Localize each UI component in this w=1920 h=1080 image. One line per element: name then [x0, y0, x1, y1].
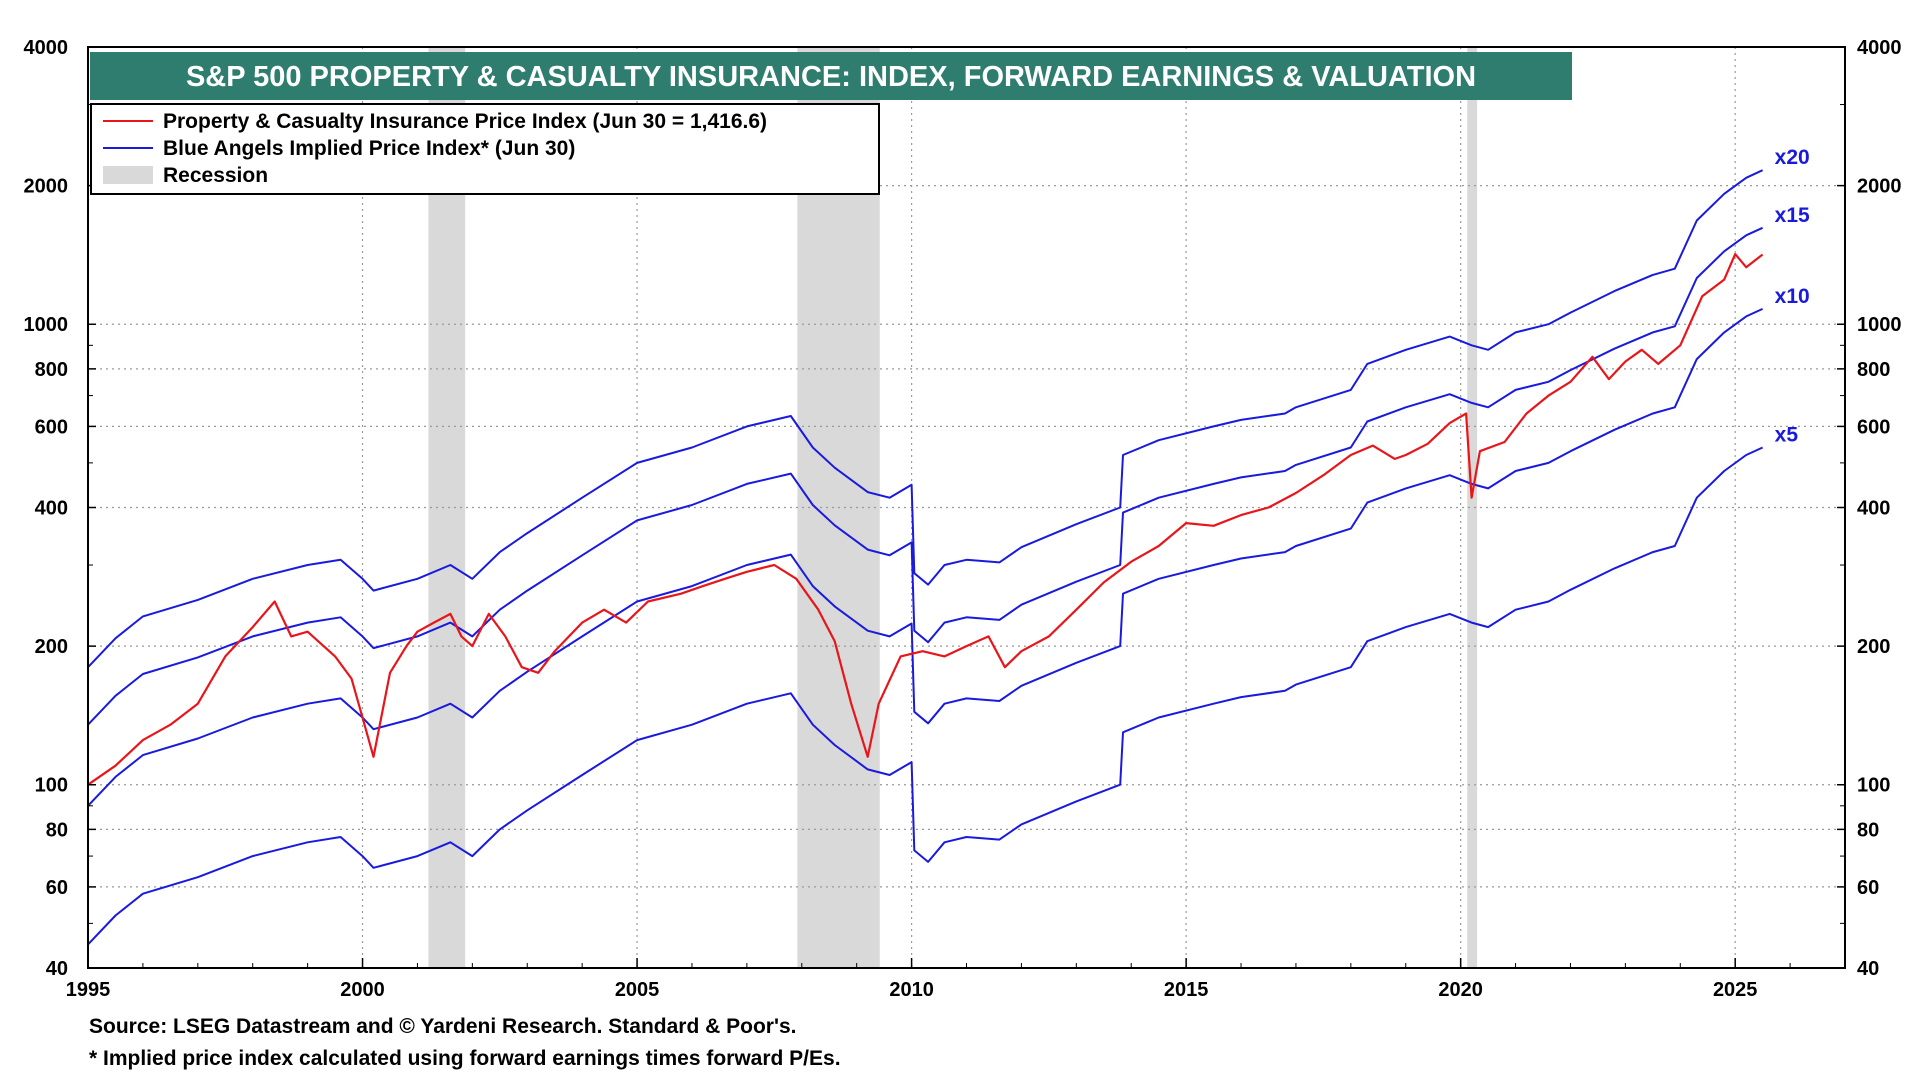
y-tick-label-left: 1000	[24, 314, 69, 336]
legend-label: Blue Angels Implied Price Index* (Jun 30…	[163, 137, 575, 160]
y-tick-label-right: 40	[1857, 958, 1879, 980]
x-tick-label: 2005	[615, 979, 660, 1001]
implied-note: * Implied price index calculated using f…	[89, 1047, 841, 1070]
series-line-x5	[87, 446, 1764, 946]
y-tick-label-right: 800	[1857, 359, 1890, 381]
legend: Property & Casualty Insurance Price Inde…	[90, 103, 880, 195]
y-tick-label-right: 600	[1857, 416, 1890, 438]
y-tick-label-right: 60	[1857, 877, 1879, 899]
x-tick-label: 1995	[66, 979, 111, 1001]
y-tick-label-left: 80	[46, 819, 68, 841]
y-tick-label-right: 80	[1857, 819, 1879, 841]
y-tick-label-right: 200	[1857, 636, 1890, 658]
x-tick-label: 2000	[340, 979, 385, 1001]
y-tick-label-right: 4000	[1857, 37, 1902, 59]
source-note: Source: LSEG Datastream and © Yardeni Re…	[89, 1015, 797, 1038]
title-background	[90, 52, 1572, 100]
legend-swatch-recession	[103, 166, 153, 184]
x-tick-label: 2020	[1438, 979, 1483, 1001]
multiplier-label-x10: x10	[1775, 285, 1810, 308]
series-lines: x5 x10 x15 x20	[87, 146, 1810, 946]
y-tick-label-right: 100	[1857, 775, 1890, 797]
y-tick-label-left: 200	[35, 636, 68, 658]
legend-label: Recession	[163, 164, 268, 187]
y-tick-label-left: 2000	[24, 176, 69, 198]
y-tick-label-right: 2000	[1857, 176, 1902, 198]
series-line-x10	[87, 307, 1764, 807]
y-tick-label-left: 40	[46, 958, 68, 980]
multiplier-label-x15: x15	[1775, 204, 1810, 227]
legend-label: Property & Casualty Insurance Price Inde…	[163, 110, 767, 133]
x-tick-label: 2010	[889, 979, 934, 1001]
y-tick-label-right: 400	[1857, 498, 1890, 520]
chart-title: S&P 500 PROPERTY & CASUALTY INSURANCE: I…	[186, 61, 1476, 93]
y-tick-label-left: 60	[46, 877, 68, 899]
y-tick-label-left: 4000	[24, 37, 69, 59]
series-line-price-index	[87, 253, 1764, 786]
legend-box	[90, 103, 880, 195]
y-tick-label-left: 600	[35, 416, 68, 438]
series-line-x20	[87, 169, 1764, 668]
axes: 1995 2000 2005 2010 2015 2020 2025 40 40 60 60 80 80…	[24, 37, 1902, 1001]
multiplier-label-x20: x20	[1775, 146, 1810, 169]
multiplier-label-x5: x5	[1775, 423, 1799, 446]
recession-band	[428, 47, 466, 968]
x-tick-label: 2015	[1164, 979, 1209, 1001]
y-tick-label-left: 100	[35, 775, 68, 797]
y-tick-label-left: 400	[35, 498, 68, 520]
x-tick-label: 2025	[1713, 979, 1758, 1001]
gridlines	[88, 47, 1845, 968]
title-banner: S&P 500 PROPERTY & CASUALTY INSURANCE: I…	[90, 52, 1572, 100]
recession-band	[1467, 47, 1478, 968]
y-tick-label-left: 800	[35, 359, 68, 381]
y-tick-label-right: 1000	[1857, 314, 1902, 336]
series-line-x15	[87, 226, 1764, 726]
